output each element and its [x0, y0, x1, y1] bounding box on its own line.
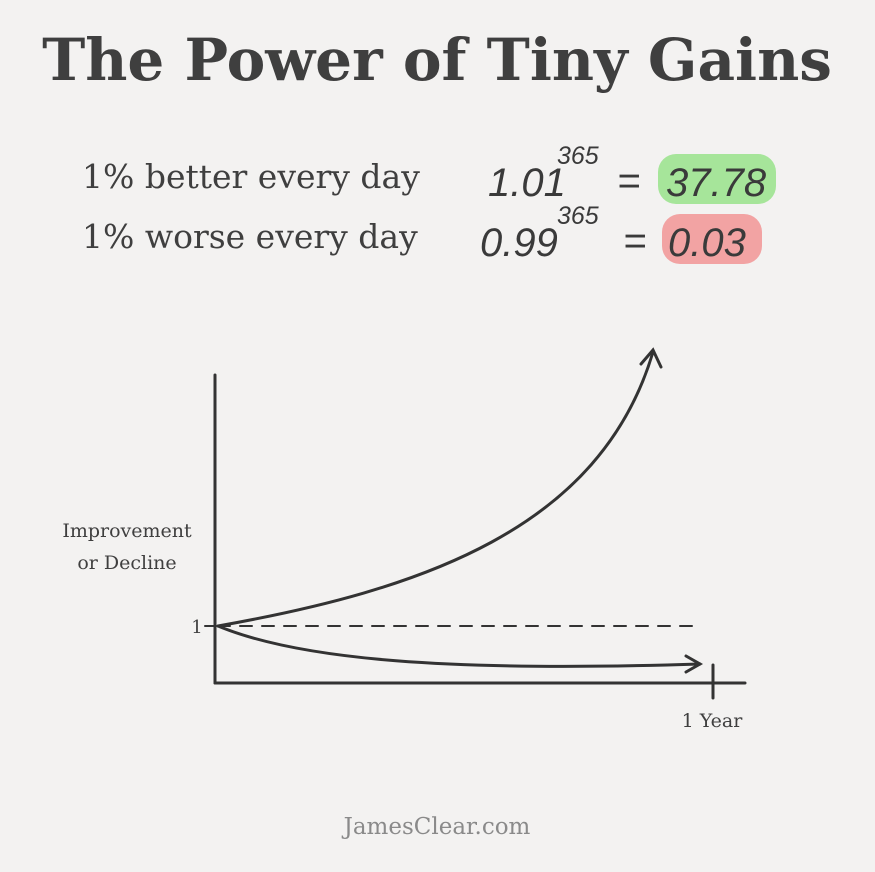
y-tick-label: 1 — [191, 617, 202, 638]
equation-base: 0.99 — [480, 221, 558, 265]
equation-label: 1% worse every day — [82, 217, 418, 256]
equation-base: 1.01 — [488, 161, 566, 205]
decline-curve — [216, 624, 702, 668]
equation-exponent: 365 — [557, 202, 599, 230]
equation-result: 37.78 — [666, 161, 767, 205]
equation-result: 0.03 — [668, 221, 746, 265]
equals-sign: = — [623, 219, 646, 263]
equation-exponent: 365 — [557, 142, 599, 170]
x-tick-label: 1 Year — [682, 710, 744, 732]
arrow-head — [684, 654, 704, 674]
equals-sign: = — [617, 159, 640, 203]
footer: JamesClear.com — [342, 814, 531, 840]
equation-label: 1% better every day — [82, 157, 420, 196]
equation-row: 1% better every day 1.01 365 = 37.78 — [82, 142, 776, 205]
arrow-head — [639, 347, 663, 369]
graph — [204, 347, 747, 700]
title: The Power of Tiny Gains — [42, 26, 832, 94]
y-axis-label: Improvement — [62, 520, 192, 542]
y-axis-label: or Decline — [77, 552, 176, 574]
improvement-curve — [216, 350, 655, 628]
result-highlight — [658, 154, 776, 204]
equation-row: 1% worse every day 0.99 365 = 0.03 — [82, 202, 762, 265]
result-highlight — [662, 214, 762, 264]
